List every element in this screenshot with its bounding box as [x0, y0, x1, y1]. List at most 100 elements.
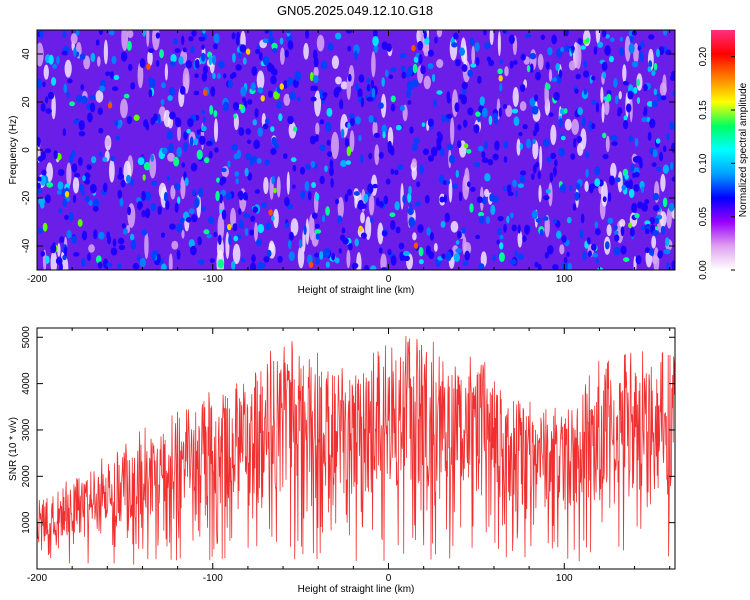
spectrogram-blob	[189, 245, 197, 256]
spectrogram-blob	[574, 191, 580, 201]
spectrogram-blob	[209, 104, 214, 115]
spectrogram-blob	[622, 80, 629, 86]
spectrogram-streak	[595, 30, 601, 44]
spectrogram-blob	[50, 244, 57, 254]
spectrogram-blob	[555, 63, 560, 71]
spectrogram-blob	[212, 72, 216, 80]
spectrogram-hotspot	[279, 83, 284, 90]
spectrogram-blob	[194, 59, 200, 69]
spectrogram-streak	[83, 55, 91, 70]
spectrogram-blob	[282, 153, 288, 159]
spectrogram-blob	[166, 175, 171, 181]
spectrogram-streak	[181, 229, 185, 239]
spectrogram-blob	[53, 150, 58, 160]
spectrogram-blob	[466, 148, 472, 154]
spectrogram-blob	[486, 56, 492, 62]
spectrogram-blob	[549, 172, 554, 182]
spectrogram-blob	[580, 213, 585, 224]
spectrogram-blob	[548, 112, 554, 117]
spectrogram-blob	[73, 119, 80, 125]
spectrogram-blob	[191, 30, 197, 37]
spectrogram-blob	[529, 63, 534, 73]
spectrogram-blob	[130, 82, 136, 90]
spectrogram-blob	[394, 169, 399, 176]
spectrogram-blob	[178, 56, 184, 65]
spectrogram-blob	[202, 116, 207, 123]
spectrogram-blob	[538, 264, 542, 270]
spectrogram-streak	[217, 213, 225, 241]
spectrogram-blob	[458, 191, 463, 202]
spectrogram-blob	[481, 107, 488, 118]
spectrogram-blob	[398, 242, 405, 250]
spectrogram-blob	[81, 230, 88, 241]
spectrogram-streak	[171, 240, 179, 250]
spectrogram-blob	[40, 151, 47, 161]
spectrogram-streak	[276, 176, 281, 198]
spectrogram-blob	[344, 137, 350, 148]
spectrogram-blob	[167, 95, 173, 101]
spectrogram-blob	[576, 135, 583, 143]
spectrogram-hotspot	[413, 242, 419, 249]
spectrogram-blob	[482, 30, 487, 36]
spectrogram-blob	[68, 211, 74, 222]
spectrogram-blob	[545, 188, 551, 194]
spectrogram-blob	[526, 64, 531, 73]
spectrogram-blob	[551, 77, 558, 82]
spectrogram-blob	[299, 167, 306, 175]
spectrogram-hotspot	[411, 44, 416, 52]
spectrogram-blob	[110, 156, 115, 162]
spectrogram-blob	[112, 238, 117, 247]
spectrogram-blob	[218, 60, 225, 69]
spectrogram-blob	[310, 85, 315, 91]
spectrogram-blob	[267, 90, 273, 98]
spectrogram-blob	[594, 221, 599, 229]
spectrogram-blob	[497, 215, 504, 222]
spectrogram-blob	[264, 30, 270, 34]
spectrogram-blob	[475, 234, 481, 240]
spectrogram-blob	[347, 122, 351, 129]
spectrogram-blob	[458, 47, 466, 56]
spectrogram-blob	[315, 257, 320, 265]
spectrogram-blob	[137, 200, 143, 209]
spectrogram-blob	[271, 215, 275, 222]
spectrogram-blob	[610, 37, 615, 43]
spectrogram-blob	[646, 100, 654, 107]
spectrogram-streak	[167, 152, 175, 162]
spectrogram-blob	[259, 263, 266, 268]
spectrogram-streak	[550, 124, 557, 146]
spectrogram-streak	[147, 49, 153, 67]
spectrogram-blob	[551, 34, 557, 45]
spectrogram-streak	[254, 222, 258, 242]
spectrogram-blob	[517, 253, 524, 260]
spectrogram-blob	[658, 46, 665, 55]
spectrogram-blob	[446, 179, 451, 185]
spectrogram-blob	[494, 140, 500, 151]
spectrogram-streak	[368, 193, 375, 216]
spectrogram-blob	[387, 248, 392, 256]
spectrogram-blob	[257, 87, 264, 94]
spectrogram-blob	[553, 91, 560, 101]
spectrogram-blob	[87, 252, 91, 262]
spectrogram-blob	[403, 250, 410, 257]
spectrogram-blob	[583, 60, 588, 68]
spectrogram-blob	[333, 87, 340, 98]
spectrogram-streak	[564, 118, 572, 131]
spectrogram-streak	[601, 102, 605, 123]
spectrogram-blob	[82, 175, 86, 182]
spectrogram-streak	[618, 91, 622, 100]
spectrogram-blob	[300, 190, 306, 200]
spectrogram-blob	[390, 255, 397, 266]
spectrogram-blob	[452, 183, 458, 189]
spectrogram-blob	[194, 198, 200, 209]
spectrogram-blob	[487, 158, 494, 166]
spectrogram-streak	[170, 185, 176, 200]
spectrogram-blob	[623, 257, 630, 262]
spectrogram-blob	[591, 123, 596, 130]
spectrogram-blob	[349, 117, 355, 127]
spectrogram-blob	[420, 65, 426, 75]
spectrogram-blob	[475, 56, 480, 66]
spectrogram-blob	[204, 157, 210, 164]
spectrogram-blob	[137, 157, 145, 166]
spectrogram-blob	[619, 46, 625, 57]
spectrogram-streak	[232, 243, 241, 265]
